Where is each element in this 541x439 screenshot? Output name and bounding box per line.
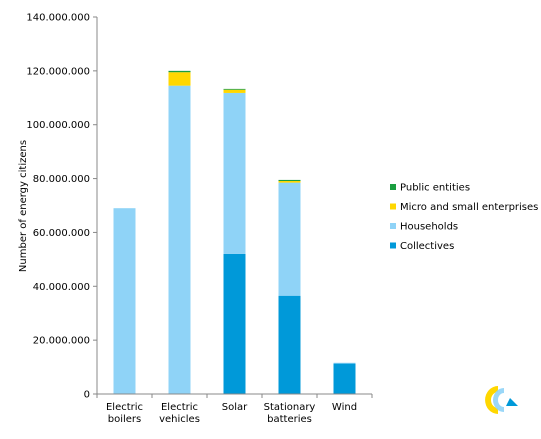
bar-segment-public-entities bbox=[223, 88, 246, 90]
legend-swatch bbox=[390, 223, 396, 229]
y-axis-title: Number of energy citizens bbox=[18, 140, 29, 272]
bar-segment-micro-and-small-enterprises bbox=[278, 180, 301, 183]
legend-label: Collectives bbox=[400, 241, 454, 252]
y-axis-ticks: 0 20.000.000 40.000.000 60.000.000 80.000.00… bbox=[26, 13, 97, 401]
x-category-label: Electric vehicles bbox=[159, 402, 200, 425]
y-tick-label: 100.000.000 bbox=[26, 120, 90, 131]
axes bbox=[96, 17, 373, 398]
y-tick-label: 40.000.000 bbox=[33, 282, 90, 293]
y-tick-label: 60.000.000 bbox=[33, 228, 90, 239]
legend-label: Micro and small enterprises bbox=[400, 202, 538, 213]
bar-segment-households bbox=[168, 85, 191, 395]
bar-segment-collectives bbox=[333, 363, 356, 394]
y-tick-label: 80.000.000 bbox=[33, 174, 90, 185]
x-category-label: Electric boilers bbox=[106, 402, 143, 425]
bar-segment-households bbox=[333, 362, 356, 364]
y-tick-label: 20.000.000 bbox=[33, 336, 90, 347]
legend-label: Public entities bbox=[400, 183, 470, 194]
y-tick-label: 0 bbox=[84, 390, 90, 401]
bar-segment-public-entities bbox=[168, 70, 191, 73]
x-category-label: Stationary batteries bbox=[264, 402, 316, 425]
bar-segment-households bbox=[223, 92, 246, 254]
bar-segment-households bbox=[278, 182, 301, 296]
y-tick-label: 120.000.000 bbox=[26, 66, 90, 77]
x-category-label: Solar bbox=[222, 402, 248, 413]
legend: Public entities Micro and small enterpris… bbox=[390, 183, 538, 252]
bar-segment-micro-and-small-enterprises bbox=[223, 89, 246, 93]
coalition-logo-icon bbox=[485, 386, 518, 414]
bar-segment-collectives bbox=[278, 295, 301, 394]
bar-segment-households bbox=[113, 208, 136, 394]
legend-swatch bbox=[390, 203, 396, 210]
legend-swatch bbox=[390, 242, 396, 249]
x-category-label: Wind bbox=[332, 402, 357, 413]
legend-swatch bbox=[390, 184, 396, 190]
x-axis-labels: Electric boilers Electric vehicles Solar Stat… bbox=[106, 402, 357, 425]
legend-label: Households bbox=[400, 222, 458, 233]
bar-segment-micro-and-small-enterprises bbox=[168, 72, 191, 86]
bar-segment-collectives bbox=[223, 253, 246, 394]
bar-segment-public-entities bbox=[278, 179, 301, 181]
y-tick-label: 140.000.000 bbox=[26, 13, 90, 24]
bars bbox=[113, 70, 356, 395]
